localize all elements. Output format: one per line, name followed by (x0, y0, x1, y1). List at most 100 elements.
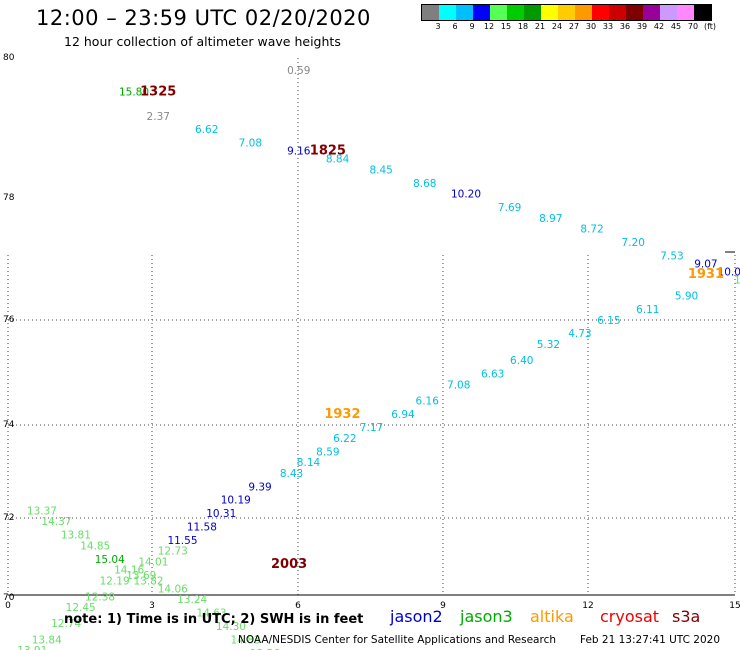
credit-text: NOAA/NESDIS Center for Satellite Applica… (238, 634, 556, 646)
swh-value: 13.81 (61, 530, 91, 542)
swh-value: 10.19 (221, 495, 251, 507)
color-legend: 3 6 9 12 15 18 21 24 27 30 33 36 39 42 45 70 (ft) (421, 4, 716, 31)
pass-time-label: 1931 (688, 267, 724, 282)
legend-tick: 15 (500, 22, 512, 31)
swh-value: 14.01 (138, 556, 168, 568)
legend-swatch-4 (490, 5, 507, 20)
satellite-cryosat: cryosat (600, 607, 660, 626)
swh-value: 9.07 (694, 258, 717, 270)
legend-tick: 33 (602, 22, 614, 31)
legend-tick: 30 (585, 22, 597, 31)
legend-swatch-11 (609, 5, 626, 20)
swh-value: 8.43 (280, 468, 303, 480)
y-tick-label: 70 (3, 593, 15, 603)
legend-tick: 9 (469, 22, 475, 31)
swh-value: 8.68 (413, 178, 436, 190)
swh-value: 15.80 (119, 87, 149, 99)
swh-value: 2.37 (147, 111, 170, 123)
satellite-jason3: jason3 (460, 607, 513, 626)
legend-swatch-8 (558, 5, 575, 20)
swh-value: 8.59 (316, 446, 339, 458)
legend-swatch-0 (422, 5, 439, 20)
swh-value: 12.73 (158, 546, 188, 558)
legend-swatch-12 (626, 5, 643, 20)
legend-swatch-1 (439, 5, 456, 20)
swh-value: 13.69 (126, 570, 156, 582)
legend-tick: 21 (534, 22, 546, 31)
swh-value: 5.90 (675, 291, 698, 303)
x-tick-label: 9 (440, 601, 446, 611)
legend-swatch-2 (456, 5, 473, 20)
y-tick-label: 80 (3, 53, 15, 63)
legend-swatch-14 (660, 5, 677, 20)
swh-value: 10.31 (206, 508, 236, 520)
timestamp: Feb 21 13:27:41 UTC 2020 (580, 634, 720, 646)
legend-swatch-5 (507, 5, 524, 20)
pass-time-label: 1825 (310, 144, 346, 159)
swh-value: 12.45 (66, 602, 96, 614)
legend-swatch-13 (643, 5, 660, 20)
swh-value: 13.82 (134, 575, 164, 587)
swh-value: 13.84 (32, 634, 62, 646)
legend-swatches (421, 4, 712, 21)
legend-swatch-3 (473, 5, 490, 20)
swh-value: 9.39 (248, 481, 271, 493)
x-tick-label: 6 (295, 601, 301, 611)
y-tick-label: 72 (3, 513, 14, 523)
x-tick-label: 0 (5, 601, 11, 611)
footer-note: note: 1) Time is in UTC; 2) SWH is in fe… (64, 612, 364, 627)
swh-value: 4.73 (568, 328, 591, 340)
x-tick-label: 15 (729, 601, 740, 611)
page-title: 12:00 – 23:59 UTC 02/20/2020 (36, 6, 371, 30)
swh-value: 14.83 (230, 634, 260, 646)
swh-value: 14.06 (158, 583, 188, 595)
legend-tick: (ft) (703, 22, 717, 31)
swh-value: 6.63 (481, 369, 504, 381)
swh-value: 5.32 (537, 339, 560, 351)
y-tick-label: 76 (3, 315, 15, 325)
swh-value: 8.97 (539, 213, 562, 225)
swh-value: 8.14 (297, 457, 321, 469)
y-tick-label: 78 (3, 193, 15, 203)
swh-value: 11.58 (187, 522, 217, 534)
swh-value: 6.40 (510, 355, 533, 367)
legend-tick: 18 (517, 22, 529, 31)
swh-value: 8.84 (326, 154, 350, 166)
swh-value: 14.63 (197, 607, 227, 619)
swh-value: 7.17 (360, 422, 383, 434)
legend-swatch-6 (524, 5, 541, 20)
swh-value: 11.55 (167, 535, 197, 547)
swh-value: 1 (734, 275, 740, 287)
swh-value: 10.20 (451, 189, 481, 201)
swh-value: 7.08 (239, 138, 262, 150)
axis-labels: 0 3 6 9 12 15 80 78 76 74 72 70 (3, 53, 740, 611)
swh-value: 6.15 (597, 315, 620, 327)
swh-value: 6.11 (636, 304, 659, 316)
pass-time-label: 1932 (324, 407, 360, 422)
swh-value: 13.37 (27, 505, 57, 517)
swh-value: 15.04 (95, 554, 125, 566)
pass-time-label: 1325 (140, 85, 176, 100)
legend-tick: 36 (619, 22, 631, 31)
swh-value: 7.69 (498, 202, 521, 214)
swh-value: 6.22 (333, 433, 356, 445)
swh-value: 6.94 (391, 409, 415, 421)
swh-value: 9.16 (287, 146, 311, 158)
legend-tick: 12 (483, 22, 495, 31)
legend-ticks: 3 6 9 12 15 18 21 24 27 30 33 36 39 42 45 70 (ft) (421, 22, 740, 34)
x-tick-label: 12 (582, 601, 593, 611)
swh-value: 6.62 (195, 124, 218, 136)
satellite-jason2: jason2 (390, 607, 443, 626)
legend-swatch-15 (677, 5, 694, 20)
swh-value: 14.85 (80, 540, 110, 552)
swh-value: 10.01 (718, 266, 740, 278)
legend-tick: 24 (551, 22, 563, 31)
legend-tick: 42 (653, 22, 665, 31)
data-marks: 0.59 15.80 2.37 6.62 7.08 9.16 8.84 8.45 8.68 10.… (17, 65, 740, 650)
pass-time-label: 2003 (271, 557, 307, 572)
legend-swatch-9 (575, 5, 592, 20)
swh-value: 8.45 (369, 164, 392, 176)
y-tick-label: 74 (3, 420, 15, 430)
